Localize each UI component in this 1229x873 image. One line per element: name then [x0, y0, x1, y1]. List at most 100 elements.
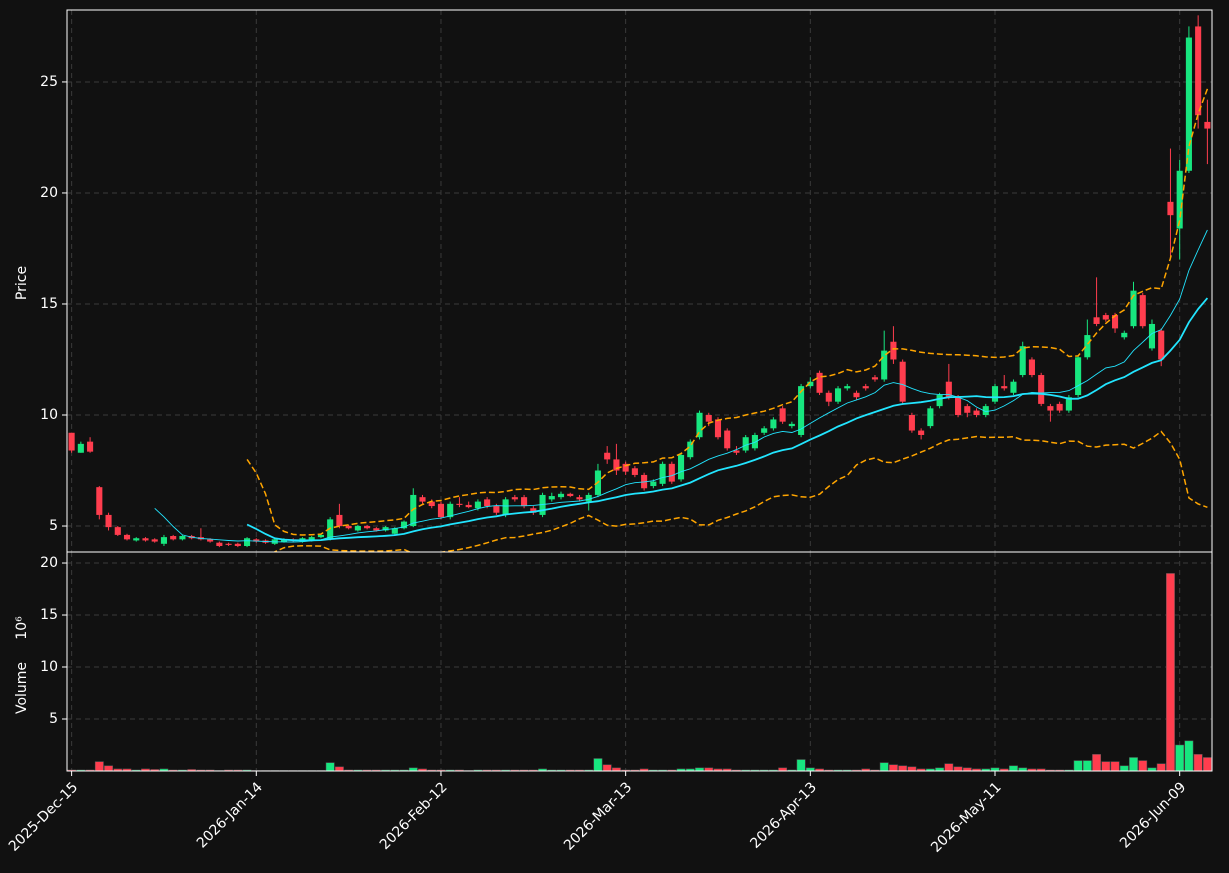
candle-body	[576, 497, 583, 500]
candle-body	[1010, 381, 1017, 393]
candle-body	[733, 450, 740, 453]
candle-body	[456, 503, 463, 505]
candle-body	[973, 410, 980, 416]
candle-body	[1185, 37, 1192, 171]
candle-body	[317, 534, 324, 538]
candle-body	[927, 408, 934, 427]
volume-bar	[898, 765, 908, 772]
volume-bar	[1166, 573, 1175, 772]
candle-body	[142, 538, 149, 541]
candle-body	[391, 528, 398, 534]
price-axis-label: Price	[14, 266, 30, 300]
candle-body	[1139, 295, 1146, 327]
candle-body	[1204, 121, 1211, 129]
y-tick-label: 5	[49, 518, 58, 534]
candle-body	[567, 493, 574, 497]
candle-body	[234, 543, 241, 547]
volume-bar	[602, 764, 612, 772]
volume-axis-label: Volume	[14, 662, 30, 714]
candle-body	[123, 534, 131, 540]
volume-bar	[1138, 760, 1148, 772]
candle-body	[336, 514, 343, 527]
volume-bar	[1009, 765, 1018, 772]
candle-body	[862, 386, 869, 389]
candle-body	[825, 392, 832, 402]
volume-unit: 10⁶	[14, 616, 30, 640]
candle-body	[678, 454, 685, 480]
candle-body	[770, 419, 777, 429]
candle-body	[871, 377, 879, 380]
candle-body	[1158, 330, 1165, 360]
candle-body	[696, 412, 703, 438]
volume-bar	[907, 766, 917, 772]
y-tick-label: 15	[40, 607, 58, 623]
candle-body	[327, 519, 334, 540]
candle-body	[991, 386, 999, 402]
volume-bar	[1110, 761, 1120, 772]
volume-bar	[944, 763, 954, 772]
candle-body	[151, 539, 158, 542]
candle-body	[345, 526, 352, 529]
volume-bar	[796, 759, 806, 772]
candle-body	[844, 386, 851, 389]
volume-bar	[953, 766, 963, 772]
candle-body	[225, 543, 232, 545]
candle-body	[87, 441, 94, 452]
candle-body	[160, 537, 168, 544]
candle-body	[714, 419, 722, 438]
candle-body	[1121, 332, 1128, 338]
volume-bar	[879, 762, 889, 772]
volume-bar	[1073, 760, 1083, 772]
y-tick-label: 15	[40, 296, 58, 312]
candle-body	[244, 538, 251, 547]
candle-body	[705, 415, 712, 422]
bollinger-lower	[273, 430, 1208, 552]
candle-body	[779, 408, 786, 422]
candle-body	[170, 536, 177, 540]
candle-body	[853, 392, 860, 398]
candle-body	[373, 528, 380, 531]
candle-body	[650, 481, 657, 487]
candle-body	[1065, 397, 1072, 411]
volume-bar	[104, 765, 113, 772]
volume-bar	[94, 761, 104, 772]
candle-body	[133, 538, 140, 541]
candle-body	[668, 463, 675, 482]
candle-body	[1001, 386, 1008, 389]
candle-body	[816, 372, 823, 393]
candle-body	[207, 539, 214, 542]
candle-body	[511, 497, 518, 500]
candle-body	[1148, 323, 1156, 349]
candle-body	[428, 501, 435, 507]
volume-bar	[1202, 757, 1212, 772]
candle-body	[364, 526, 371, 529]
candle-body	[945, 381, 952, 398]
candle-body	[1102, 315, 1109, 320]
volume-bar	[593, 758, 603, 772]
candle-body	[982, 406, 989, 416]
candle-body	[899, 361, 906, 402]
candle-body	[742, 437, 749, 451]
candle-body	[798, 386, 805, 435]
y-tick-label: 10	[40, 659, 58, 675]
candle-body	[631, 468, 638, 475]
candle-body	[253, 539, 260, 542]
candle-body	[557, 493, 565, 498]
y-tick-label: 20	[40, 185, 58, 201]
candle-body	[354, 526, 361, 531]
volume-bar	[1184, 740, 1194, 772]
candle-body	[410, 494, 417, 527]
candle-body	[936, 395, 943, 407]
candle-body	[1195, 26, 1202, 116]
candle-body	[807, 381, 814, 387]
volume-bar	[1193, 754, 1203, 772]
y-tick-label: 20	[40, 555, 58, 571]
volume-bar	[1101, 761, 1111, 772]
candle-body	[834, 388, 842, 402]
candle-body	[68, 432, 75, 451]
moving-average	[246, 297, 1209, 542]
volume-bar	[1156, 763, 1166, 772]
volume-bar	[1175, 744, 1185, 772]
volume-bar	[1092, 754, 1101, 772]
